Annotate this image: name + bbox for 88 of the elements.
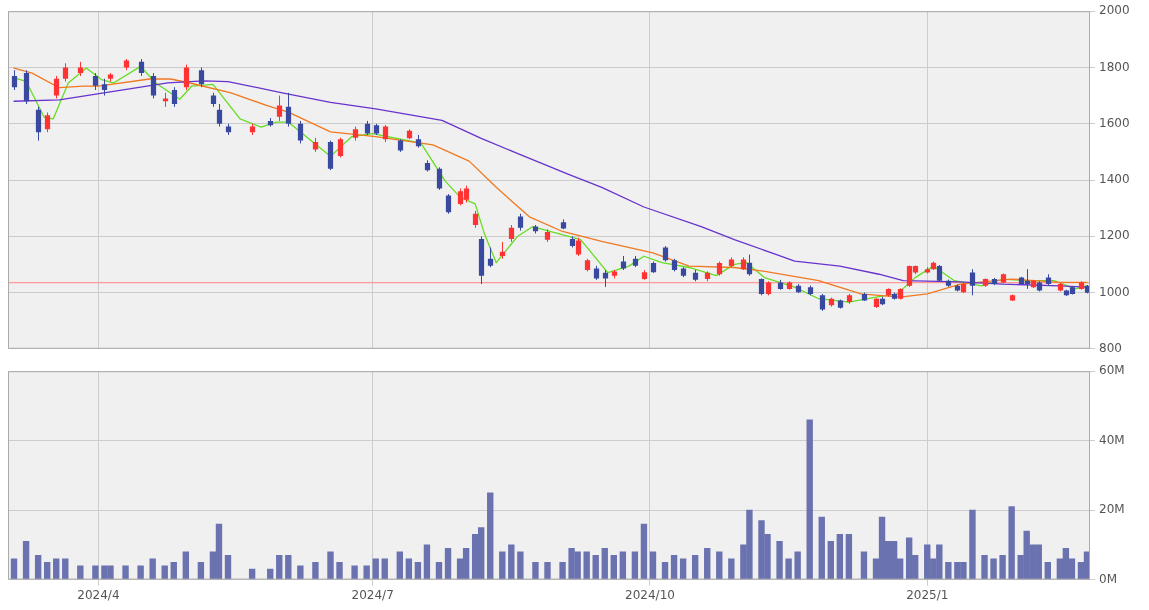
bar: [631, 551, 639, 580]
candlestick: [969, 268, 976, 296]
bar: [405, 558, 413, 580]
x-tick-label: 2025/1: [906, 587, 949, 602]
bar: [487, 492, 494, 580]
bar: [351, 565, 358, 580]
bar: [969, 509, 976, 580]
bar: [22, 541, 30, 580]
bar: [77, 565, 84, 580]
bar: [517, 551, 524, 580]
bar: [297, 565, 304, 580]
bar: [444, 548, 452, 580]
bar: [544, 561, 551, 580]
bar: [583, 551, 590, 580]
candlestick: [11, 69, 18, 91]
bar: [92, 565, 99, 580]
y-tick-label: 40M: [1099, 432, 1125, 447]
bar: [363, 565, 370, 580]
bar: [806, 419, 813, 580]
bar: [679, 558, 687, 580]
bar: [396, 551, 403, 580]
candlestick: [575, 237, 582, 257]
bar: [182, 551, 190, 580]
bar: [499, 551, 506, 580]
y-tick-label: 1600: [1099, 115, 1130, 130]
candlestick: [285, 92, 292, 128]
bar: [137, 565, 144, 580]
bar: [818, 516, 825, 580]
x-tick-label: 2024/7: [351, 587, 394, 602]
bar: [149, 558, 156, 580]
bar: [532, 561, 539, 580]
bar: [336, 561, 343, 580]
candlestick: [150, 72, 157, 99]
y-tick-label: 800: [1099, 340, 1122, 355]
bar: [62, 558, 69, 580]
bar: [845, 534, 853, 580]
bar: [508, 544, 515, 580]
x-tick-label: 2024/4: [77, 587, 120, 602]
candlestick: [297, 120, 304, 144]
bar: [640, 523, 648, 580]
candlestick: [445, 193, 452, 215]
bar: [381, 558, 388, 580]
bar: [728, 558, 735, 580]
bar: [999, 554, 1006, 580]
candlestick: [44, 111, 51, 133]
candlestick: [746, 254, 753, 277]
bar: [372, 558, 379, 580]
bar: [704, 548, 711, 580]
candlestick: [183, 64, 190, 91]
bar: [327, 551, 334, 580]
y-tick-label: 1200: [1099, 228, 1130, 243]
candlestick: [337, 137, 344, 158]
candlestick: [62, 62, 69, 83]
candlestick: [35, 106, 42, 142]
candlestick: [276, 95, 283, 122]
bar: [794, 551, 801, 580]
bar: [836, 534, 844, 580]
y-tick-label: 2000: [1099, 3, 1130, 18]
bar: [860, 551, 868, 580]
candlestick: [487, 247, 494, 268]
bar: [785, 558, 792, 580]
bar: [981, 554, 988, 580]
candlestick: [53, 75, 60, 99]
bar: [619, 551, 627, 580]
y-tick-label: 20M: [1099, 502, 1125, 517]
bar: [10, 558, 18, 580]
candlestick: [436, 166, 443, 191]
y-tick-label: 60M: [1099, 363, 1125, 378]
bar: [945, 561, 952, 580]
bar: [716, 551, 723, 580]
x-tick-label: 2024/10: [625, 587, 675, 602]
candlestick: [216, 103, 223, 128]
bar: [649, 551, 657, 580]
bar: [776, 541, 783, 580]
y-tick-label: 0M: [1099, 571, 1117, 586]
candlestick: [171, 86, 178, 108]
bar: [312, 561, 319, 580]
y-tick-label: 1800: [1099, 59, 1130, 74]
candlestick: [198, 66, 205, 88]
bar: [601, 548, 608, 580]
bar: [1008, 506, 1015, 580]
bar: [122, 565, 129, 580]
y-tick-label: 1000: [1099, 284, 1130, 299]
bar: [827, 541, 834, 580]
bar: [990, 558, 997, 580]
y-tick-label: 1400: [1099, 172, 1130, 187]
bar: [53, 558, 60, 580]
bar: [559, 561, 566, 580]
